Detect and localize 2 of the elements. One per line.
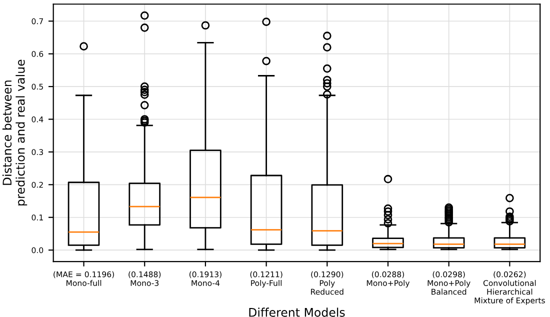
x-axis-title: Different Models [249,308,345,317]
y-axis-title: Distance between prediction and real value [2,60,28,206]
